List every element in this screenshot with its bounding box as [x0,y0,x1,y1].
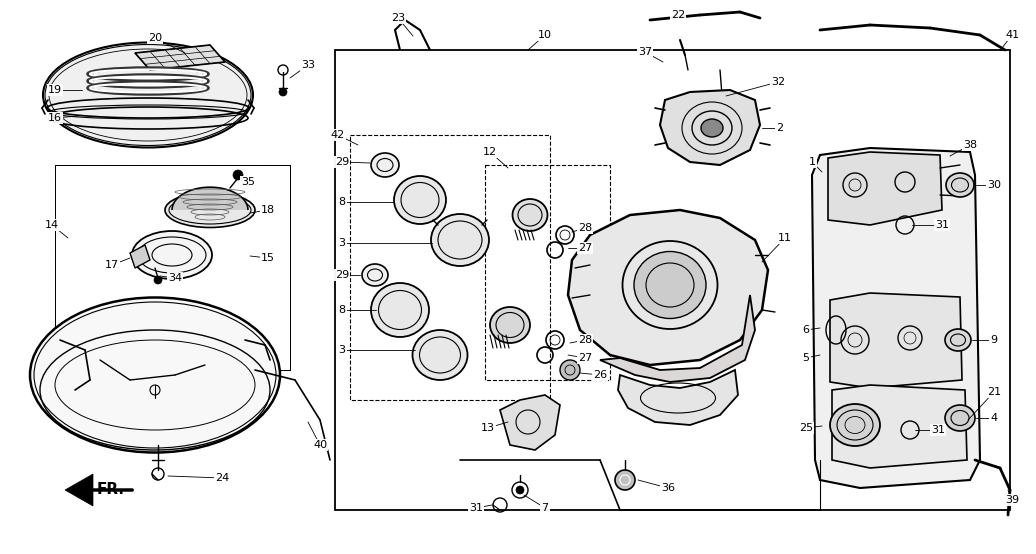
Text: 41: 41 [1005,30,1019,40]
Text: 31: 31 [931,425,945,435]
Circle shape [154,276,162,284]
Ellipse shape [362,264,388,286]
Text: 24: 24 [214,473,229,483]
Text: 38: 38 [962,140,977,150]
Circle shape [279,88,287,96]
Text: 20: 20 [148,33,162,43]
Ellipse shape [946,173,974,197]
Text: 37: 37 [638,47,652,57]
Ellipse shape [371,283,429,337]
Ellipse shape [44,43,253,147]
Polygon shape [172,187,248,210]
Text: 32: 32 [771,77,785,87]
Text: 28: 28 [578,335,593,345]
Text: 16: 16 [48,113,62,123]
Text: 27: 27 [578,243,593,253]
Text: 12: 12 [483,147,497,157]
Text: 28: 28 [578,223,593,233]
Ellipse shape [945,405,975,431]
Text: 40: 40 [313,440,327,450]
Polygon shape [130,245,150,268]
Ellipse shape [30,297,280,453]
Text: 17: 17 [105,260,119,270]
Text: 5: 5 [803,353,809,363]
Text: 34: 34 [168,273,182,283]
Text: 7: 7 [542,503,549,513]
Text: 31: 31 [936,220,949,230]
Text: 25: 25 [799,423,813,433]
Ellipse shape [132,231,212,279]
Polygon shape [830,293,962,388]
Text: 18: 18 [261,205,276,215]
Text: 39: 39 [1005,495,1019,505]
Ellipse shape [701,119,723,137]
Polygon shape [65,474,93,506]
Text: 1: 1 [808,157,815,167]
Text: 27: 27 [578,353,593,363]
Text: 33: 33 [301,60,315,70]
Text: 13: 13 [481,423,495,433]
Circle shape [516,486,524,494]
Text: 3: 3 [339,345,345,355]
Circle shape [233,170,243,180]
Text: 4: 4 [990,413,998,423]
Text: FR.: FR. [97,483,125,497]
Polygon shape [660,90,760,165]
Ellipse shape [513,199,547,231]
Text: 26: 26 [593,370,607,380]
Ellipse shape [634,252,706,319]
Polygon shape [812,148,980,488]
Ellipse shape [412,330,467,380]
Polygon shape [568,210,768,365]
Text: 31: 31 [469,503,483,513]
Text: 19: 19 [48,85,62,95]
Text: 15: 15 [261,253,275,263]
Text: 10: 10 [538,30,552,40]
Polygon shape [500,395,560,450]
Text: 36: 36 [661,483,675,493]
Ellipse shape [371,153,399,177]
Ellipse shape [394,176,447,224]
Text: 2: 2 [776,123,783,133]
Polygon shape [135,45,225,70]
Polygon shape [618,370,738,425]
Ellipse shape [165,192,255,228]
Text: 42: 42 [330,130,345,140]
Text: 30: 30 [987,180,1001,190]
Circle shape [615,470,635,490]
Text: 29: 29 [335,157,349,167]
Text: 14: 14 [45,220,59,230]
Text: 6: 6 [803,325,809,335]
Polygon shape [600,295,755,382]
Text: 3: 3 [339,238,345,248]
Polygon shape [832,385,967,468]
Ellipse shape [431,214,489,266]
Text: 8: 8 [339,305,346,315]
Text: 21: 21 [987,387,1001,397]
Text: 22: 22 [671,10,685,20]
Ellipse shape [490,307,530,343]
Circle shape [560,360,580,380]
Text: 35: 35 [241,177,255,187]
Text: 9: 9 [990,335,998,345]
Text: 8: 8 [339,197,346,207]
Text: 23: 23 [391,13,405,23]
Text: 11: 11 [778,233,792,243]
Polygon shape [828,152,942,225]
Text: 29: 29 [335,270,349,280]
Ellipse shape [945,329,971,351]
Ellipse shape [830,404,880,446]
